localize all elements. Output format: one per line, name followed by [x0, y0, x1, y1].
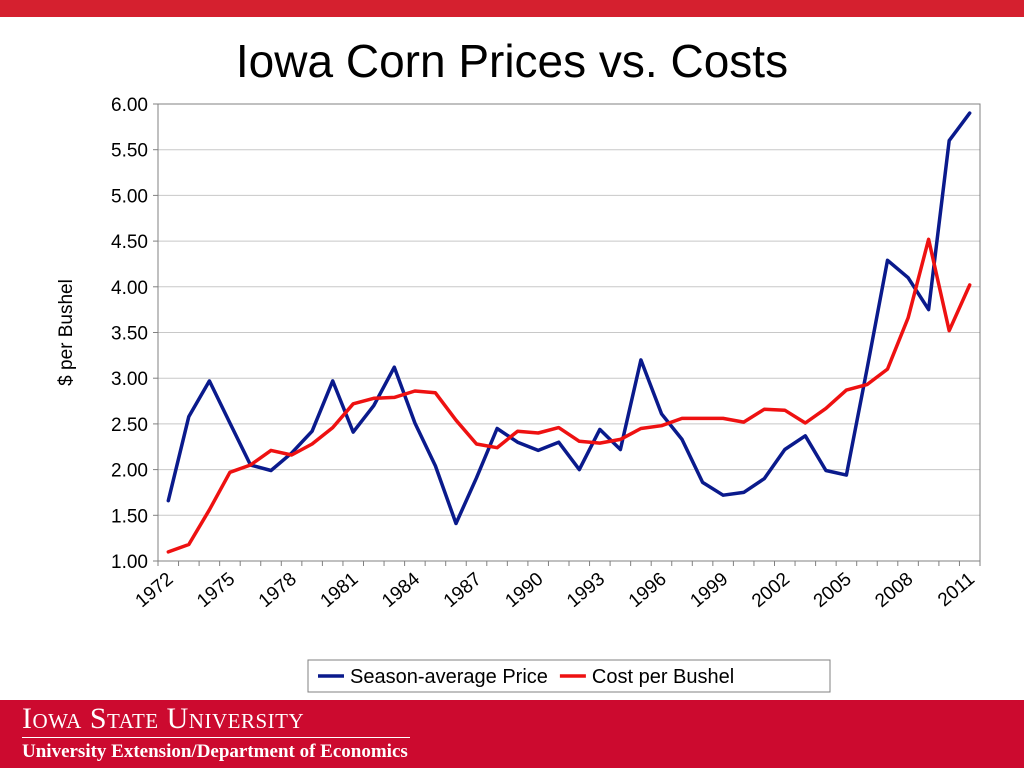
department-name: University Extension/Department of Econo…: [22, 741, 408, 762]
x-tick-label: 1978: [255, 569, 301, 612]
x-tick-label: 2011: [934, 569, 979, 611]
price-series-line: [166, 111, 972, 526]
x-tick-label: 1987: [440, 569, 486, 612]
x-tick-label: 1999: [686, 569, 732, 612]
x-tick-label: 1984: [378, 568, 424, 612]
line-chart: 1.00 1.50 2.00 2.50 3.00 3.50 4.00 4.50 5.00 5.50…: [56, 95, 981, 693]
slide-title: Iowa Corn Prices vs. Costs: [235, 35, 789, 87]
y-tick-label: 4.00: [111, 278, 148, 299]
y-tick-label: 4.50: [111, 232, 148, 253]
top-accent-bar: [0, 0, 1024, 17]
y-tick-label: 2.50: [111, 415, 148, 436]
footer-divider: [22, 737, 410, 738]
legend-label-cost: Cost per Bushel: [592, 666, 734, 688]
x-tick-label: 1981: [317, 569, 363, 612]
x-tick-label: 2005: [810, 569, 856, 612]
y-tick-label: 1.50: [111, 506, 148, 527]
x-tick-label: 1975: [193, 569, 239, 612]
university-wordmark: Iowa State University: [22, 702, 305, 735]
legend-box: [307, 659, 831, 693]
y-tick-label: 5.50: [111, 141, 148, 162]
x-tick-label: 1996: [625, 569, 671, 612]
x-tick-label: 2002: [748, 569, 794, 612]
legend-label-price: Season-average Price: [350, 666, 548, 688]
y-tick-label: 1.00: [111, 552, 148, 573]
y-tick-label: 2.00: [111, 461, 148, 482]
y-tick-label: 6.00: [111, 95, 148, 116]
x-tick-label: 1990: [502, 569, 548, 612]
y-tick-label: 5.00: [111, 186, 148, 207]
footer-band: [0, 700, 1024, 768]
y-tick-label: 3.00: [111, 369, 148, 390]
x-tick-label: 2008: [871, 569, 917, 612]
x-tick-label: 1993: [563, 569, 609, 612]
y-tick-label: 3.50: [111, 324, 148, 345]
y-axis-label: $ per Bushel: [56, 279, 77, 386]
cost-series-line: [166, 237, 972, 554]
x-tick-label: 1972: [132, 569, 178, 612]
